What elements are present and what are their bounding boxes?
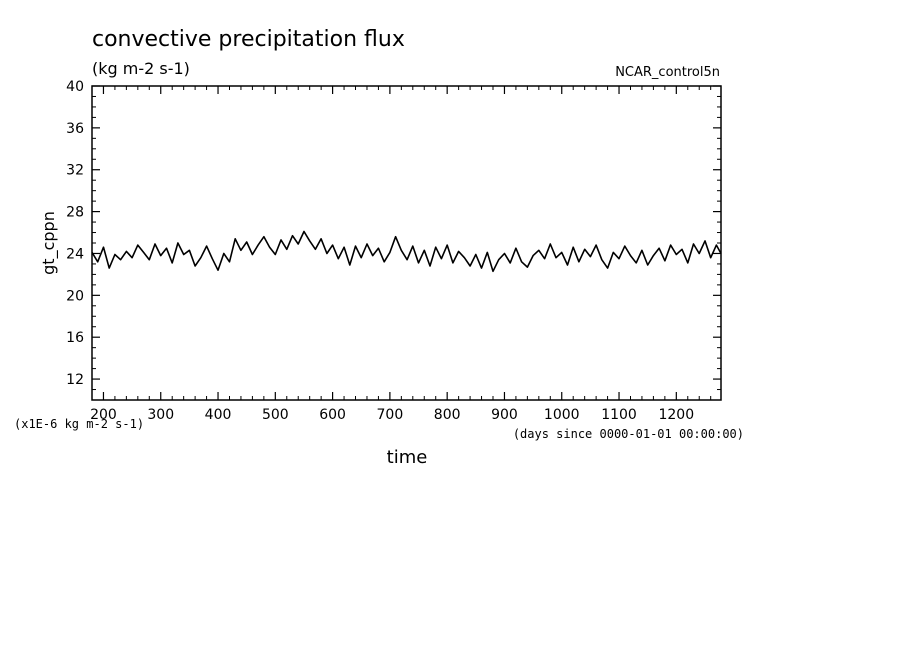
x-tick-label: 600: [319, 407, 346, 423]
y-tick-label: 20: [66, 288, 84, 304]
y-tick-label: 12: [66, 372, 84, 388]
x-tick-label: 300: [147, 407, 174, 423]
x-axis-label: time: [387, 447, 428, 468]
x-tick-label: 900: [491, 407, 518, 423]
y-scale-note: (x1E-6 kg m-2 s-1): [14, 417, 144, 431]
y-axis-label: gt_cppn: [39, 211, 59, 275]
dataset-label: NCAR_control5n: [615, 65, 720, 80]
x-tick-label: 500: [262, 407, 289, 423]
x-units-note: (days since 0000-01-01 00:00:00): [513, 427, 744, 441]
chart-title: convective precipitation flux: [92, 27, 405, 52]
x-tick-label: 1100: [601, 407, 637, 423]
x-axis-ticks: 200 300 400 500 600 700 800 900 1000 1100 1200: [90, 86, 712, 423]
series-line: [91, 230, 722, 273]
y-axis-ticks: 12 16 20 24 28 32 36 40: [66, 79, 721, 391]
x-tick-label: 700: [377, 407, 404, 423]
plot-frame: [91, 85, 722, 401]
series-layer: [91, 230, 722, 273]
x-tick-label: 200: [90, 407, 117, 423]
x-tick-label: 400: [205, 407, 232, 423]
x-tick-label: 1200: [658, 407, 694, 423]
y-tick-label: 16: [66, 330, 84, 346]
chart-subtitle: (kg m-2 s-1): [92, 59, 190, 78]
x-tick-label: 1000: [544, 407, 580, 423]
y-tick-label: 40: [66, 79, 84, 95]
y-tick-label: 36: [66, 121, 84, 137]
y-tick-label: 32: [66, 163, 84, 179]
y-tick-label: 28: [66, 205, 84, 221]
x-tick-label: 800: [434, 407, 461, 423]
y-tick-label: 24: [66, 246, 84, 262]
